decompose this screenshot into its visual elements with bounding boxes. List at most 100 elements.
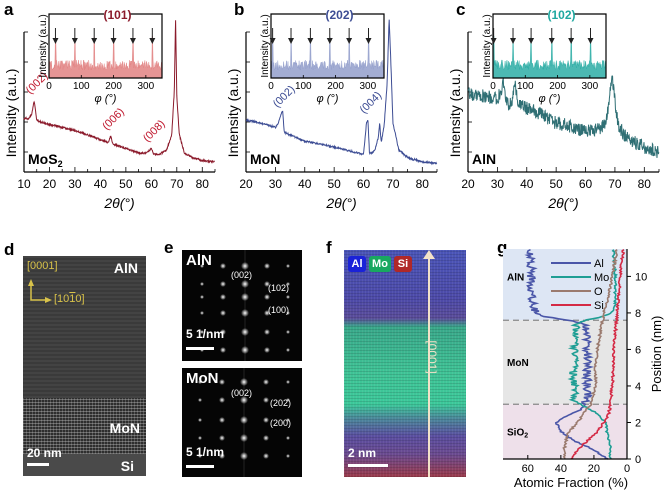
peak-label: (008) <box>141 118 168 145</box>
x-tick-label: 70 <box>170 177 184 191</box>
diffraction-spot <box>264 294 270 300</box>
inset-x-tick-label: 100 <box>517 81 534 92</box>
diffraction-spot <box>286 418 290 422</box>
direction-arrows <box>28 279 52 303</box>
si-layer <box>23 454 146 476</box>
y-tick-label: 4 <box>635 381 641 393</box>
x-tick-label: 60 <box>357 177 371 191</box>
y-axis-label: Intensity (a.u.) <box>447 69 463 158</box>
axis-arrow-line <box>428 256 430 477</box>
diffraction-spot <box>220 263 226 269</box>
scale-label: 2 nm <box>348 446 377 460</box>
scale-label: 5 1/nm <box>186 445 225 459</box>
diffraction-spot <box>198 398 202 402</box>
inset-y-axis-label: Intensity (a.u.) <box>482 14 493 77</box>
diffraction-spot <box>240 452 248 460</box>
inset-series-fill <box>48 35 163 79</box>
layer-label-mon: MoN <box>109 420 140 436</box>
arrow-head <box>548 38 555 44</box>
y-tick-label: 6 <box>635 344 641 356</box>
spot-label: (202) <box>270 398 292 408</box>
y-tick-label: 10 <box>635 271 647 283</box>
scale-bar <box>186 465 214 468</box>
series-si <box>570 249 626 460</box>
scale-bar <box>186 347 214 350</box>
inset-x-tick-label: 200 <box>549 81 566 92</box>
sample-label: MoS2 <box>28 151 63 169</box>
diffraction-spot <box>220 347 226 353</box>
diffraction-spot <box>286 295 290 299</box>
fft-title: AlN <box>186 252 212 269</box>
inset-title: (101) <box>103 8 131 22</box>
diffraction-spot <box>219 453 225 459</box>
aln-layer <box>23 256 146 398</box>
sample-label: AlN <box>472 151 496 167</box>
inset-x-tick-label: 0 <box>490 81 496 92</box>
x-tick-label: 80 <box>196 177 210 191</box>
x-tick-label: 70 <box>386 177 400 191</box>
x-tick-label: 30 <box>491 177 505 191</box>
x-tick-label: 20 <box>239 177 253 191</box>
layer-label-si: Si <box>120 458 134 474</box>
diffraction-spot <box>263 453 269 459</box>
diffraction-spot <box>263 435 269 441</box>
arrow-head <box>346 38 353 44</box>
y-axis-label: Intensity (a.u.) <box>225 69 241 158</box>
diffraction-spot <box>241 328 249 336</box>
legend-al: Al <box>348 256 366 272</box>
x-tick-label: 0 <box>624 463 630 475</box>
diffraction-spot <box>198 380 202 384</box>
inset-frame <box>492 13 607 79</box>
diffraction-spot <box>263 379 269 385</box>
arrow-head <box>510 38 517 44</box>
inset-frame <box>48 13 163 79</box>
xrd-series-line <box>467 75 660 158</box>
series-mo <box>567 249 619 460</box>
inset-x-tick-label: 0 <box>268 81 274 92</box>
x-tick-label: 80 <box>638 177 652 191</box>
inset-x-tick-label: 300 <box>360 81 377 92</box>
inset-x-tick-label: 200 <box>327 81 344 92</box>
arrow-up-icon <box>28 279 34 286</box>
x-tick-label: 60 <box>522 463 534 475</box>
x-tick-label: 30 <box>68 177 82 191</box>
xrd-series-line <box>245 19 438 166</box>
arrow-head <box>326 38 333 44</box>
diffraction-spot <box>286 311 290 315</box>
inset-x-tick-label: 300 <box>582 81 599 92</box>
diffraction-spot <box>241 280 249 288</box>
y-tick-label: 2 <box>635 417 641 429</box>
diffraction-spot <box>286 330 290 334</box>
arrow-head <box>110 38 117 44</box>
spot-label: (002) <box>231 270 253 280</box>
diffraction-spot <box>286 380 290 384</box>
spot-label: (102) <box>268 283 290 293</box>
inset-x-tick-label: 200 <box>105 81 122 92</box>
x-tick-label: 10 <box>17 177 31 191</box>
diffraction-spot <box>286 348 290 352</box>
diffraction-spot <box>286 264 290 268</box>
composition-profile-chart: 60 40 20 00 2 4 6 8 10 Atomic Fraction (%) Positio… <box>503 248 664 490</box>
diffraction-spot <box>286 398 290 402</box>
y-tick-label: 0 <box>635 454 641 466</box>
x-tick-label: 50 <box>549 177 563 191</box>
panel-label-b: b <box>234 0 245 19</box>
x-tick-label: 30 <box>269 177 283 191</box>
diffraction-spot <box>198 454 202 458</box>
arrow-head <box>288 38 295 44</box>
inset-title: (202) <box>325 8 353 22</box>
scale-label: 20 nm <box>27 446 62 460</box>
legend-label: Al <box>594 258 604 270</box>
region-label: SiO2 <box>507 428 528 440</box>
diffraction-spot <box>240 434 248 442</box>
diffraction-spot <box>264 329 270 335</box>
diffraction-spot <box>241 309 249 317</box>
arrow-head <box>568 38 575 44</box>
sample-label: MoN <box>250 151 280 167</box>
diffraction-spot <box>264 263 270 269</box>
xrd-chart-a: 10 20 30 40 50 60 70 80 2θ(°) Intensity (a.u.) (00… <box>3 8 216 211</box>
x-tick-label: 50 <box>327 177 341 191</box>
x-axis-label: Atomic Fraction (%) <box>514 475 628 490</box>
inset-x-tick-label: 100 <box>73 81 90 92</box>
